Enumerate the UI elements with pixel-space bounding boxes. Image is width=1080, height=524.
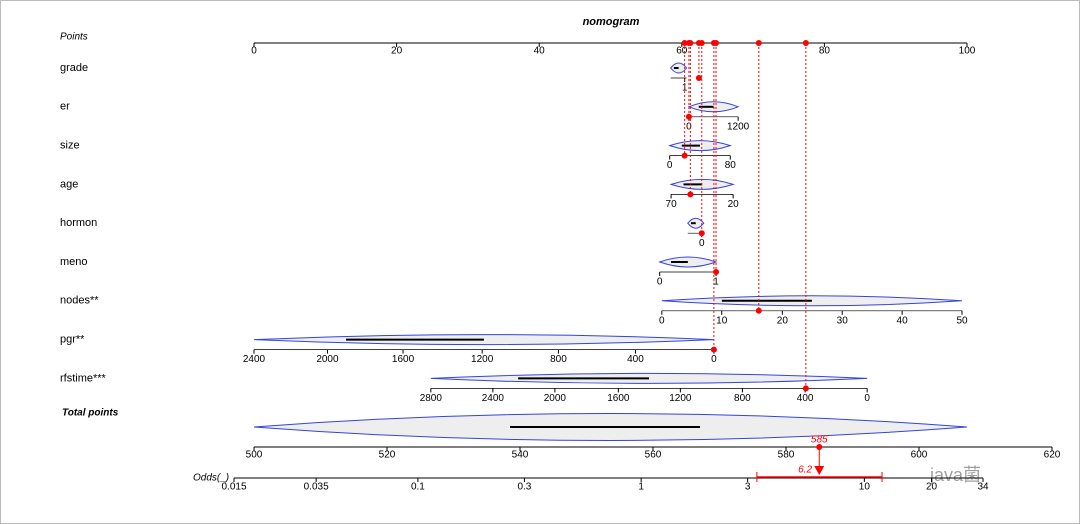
tick-label: 1200 [669, 393, 692, 404]
x-tick-label: 3 [745, 482, 751, 493]
points-dot-top [687, 40, 694, 46]
points-dot [710, 346, 717, 353]
row-label: er [60, 101, 70, 113]
x-tick-label: 620 [1044, 450, 1061, 461]
tick-label: 2400 [243, 354, 266, 365]
points-dot [755, 307, 762, 314]
tick-label: 800 [550, 354, 567, 365]
tick-label: 70 [666, 199, 678, 210]
row-label: age [60, 178, 78, 190]
tick-label: 2000 [316, 354, 339, 365]
x-tick-label: 34 [977, 482, 989, 493]
tick-label: 2000 [544, 393, 567, 404]
row-label: size [60, 140, 80, 152]
points-dot-top [698, 40, 705, 46]
x-tick-label: 600 [911, 450, 928, 461]
x-tick-label: 10 [859, 482, 871, 493]
row-label: hormon [60, 217, 97, 229]
x-tick-label: 580 [778, 450, 795, 461]
tick-label: 0 [657, 277, 663, 288]
row-label: meno [60, 256, 88, 268]
tick-label: 1200 [471, 354, 494, 365]
odds-value-label: 6.2 [798, 465, 812, 476]
points-dot-top [802, 40, 809, 46]
points-dot [698, 230, 705, 237]
watermark: java菌 [929, 465, 981, 485]
tick-label: 20 [777, 315, 789, 326]
tick-label: 1 [713, 277, 719, 288]
total-dot [816, 444, 823, 450]
x-tick-label: 60 [676, 46, 688, 57]
row-label: nodes** [60, 295, 99, 307]
x-tick-label: 540 [512, 450, 529, 461]
x-tick-label: 0 [251, 46, 257, 57]
chart-title: nomogram [583, 16, 640, 28]
tick-label: 400 [797, 393, 814, 404]
tick-label: 1600 [607, 393, 630, 404]
tick-label: 40 [897, 315, 909, 326]
x-tick-label: 0.1 [411, 482, 425, 493]
points-dot [685, 113, 692, 120]
row-label: rfstime*** [60, 372, 107, 384]
x-tick-label: 560 [645, 450, 662, 461]
tick-label: 1600 [392, 354, 415, 365]
tick-label: 800 [734, 393, 751, 404]
tick-label: 1200 [727, 121, 750, 132]
x-tick-label: 100 [959, 46, 976, 57]
tick-label: 20 [728, 199, 740, 210]
x-tick-label: 0.3 [517, 482, 531, 493]
tick-label: 50 [956, 315, 968, 326]
tick-label: 30 [837, 315, 849, 326]
x-tick-label: 20 [391, 46, 403, 57]
points-label: Points [60, 32, 88, 43]
tick-label: 2800 [420, 393, 443, 404]
total-arrow [814, 466, 825, 475]
x-tick-label: 20 [926, 482, 938, 493]
row-label: pgr** [60, 334, 85, 346]
tick-label: 0 [699, 238, 705, 249]
points-dot-top [681, 40, 688, 46]
tick-label: 0 [659, 315, 665, 326]
tick-label: 0 [686, 121, 692, 132]
tick-label: 10 [716, 315, 728, 326]
tick-label: 0 [864, 393, 870, 404]
points-dot [695, 75, 702, 81]
points-dot [713, 269, 720, 275]
x-tick-label: 80 [819, 46, 831, 57]
tick-label: 2400 [482, 393, 505, 404]
x-tick-label: 40 [534, 46, 546, 57]
x-tick-label: 520 [379, 450, 396, 461]
row-label: grade [60, 62, 88, 74]
points-dot [802, 385, 809, 392]
total-value-label: 585 [811, 435, 828, 446]
tick-label: 80 [725, 160, 737, 171]
points-dot [687, 191, 694, 198]
tick-label: 0 [711, 354, 717, 365]
tick-label: 400 [627, 354, 644, 365]
x-tick-label: 1 [638, 482, 644, 493]
tick-label: 0 [667, 160, 673, 171]
x-tick-label: 0.015 [221, 482, 246, 493]
total-points-label: Total points [62, 408, 119, 419]
odds-label: Odds(_) [193, 473, 229, 484]
x-tick-label: 0.035 [304, 482, 329, 493]
points-dot-top [710, 40, 717, 46]
points-dot-top [755, 40, 762, 46]
points-dot [681, 152, 688, 159]
x-tick-label: 500 [246, 450, 263, 461]
